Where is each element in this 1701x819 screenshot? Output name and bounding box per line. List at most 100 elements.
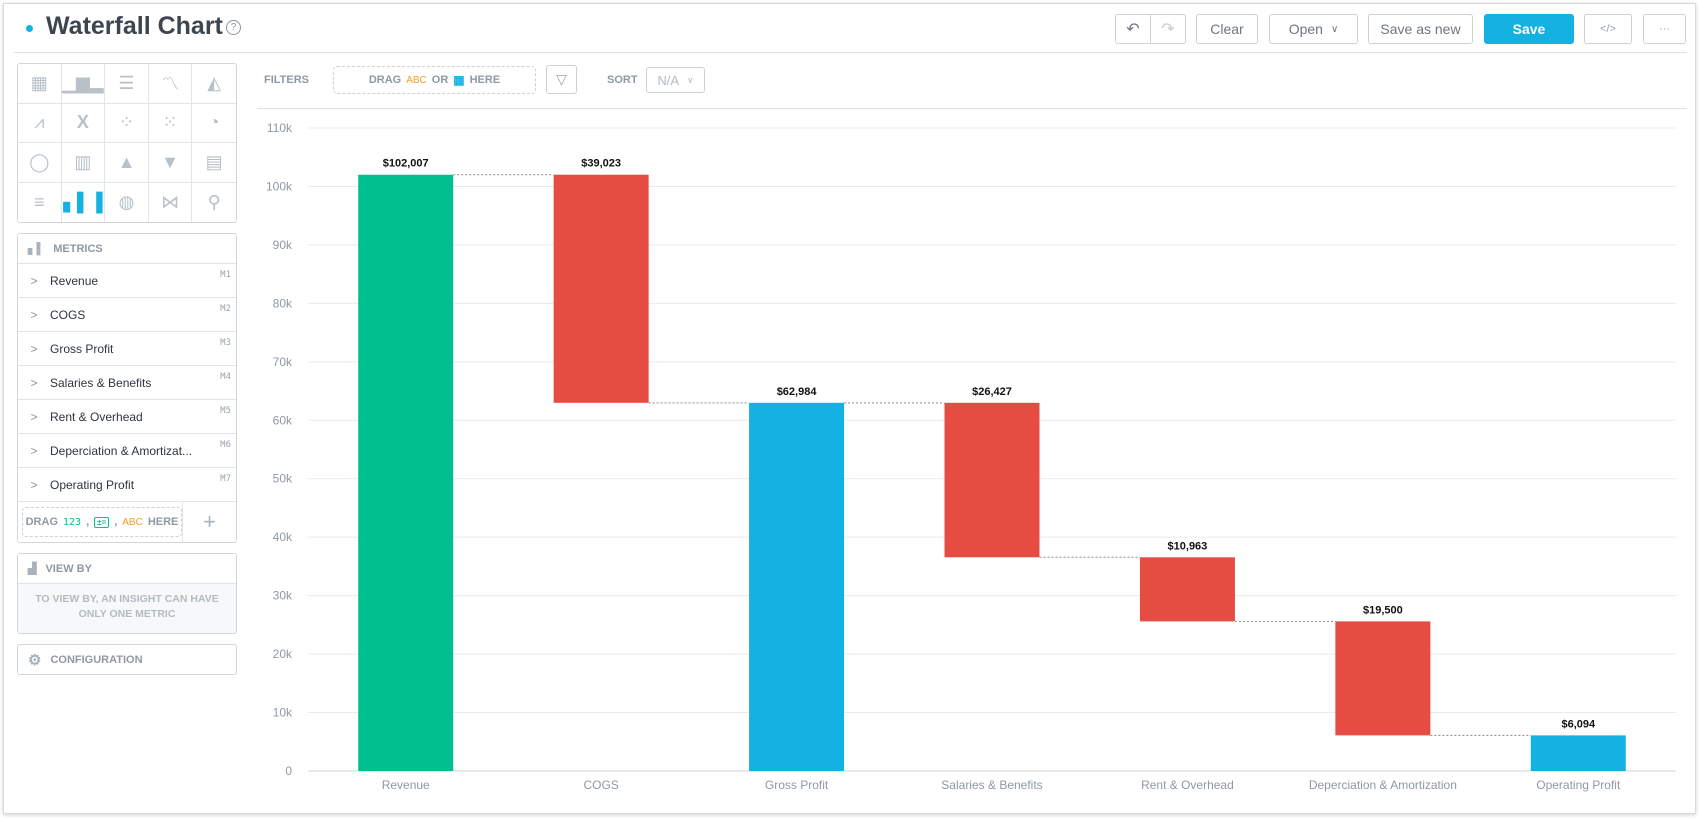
chevron-right-icon: > [30,443,38,458]
plus-icon: + [203,509,216,534]
pie-viz-icon[interactable]: ◔ [192,104,236,143]
funnel-viz-icon[interactable]: ▼ [148,143,193,183]
data-label: $26,427 [972,386,1012,398]
view-by-title: VIEW BY [45,562,92,575]
bar-viz-icon[interactable]: ☰ [105,64,149,104]
metric-tag: M5 [220,406,231,416]
metrics-icon: ▖▌ [28,243,45,255]
metric-item[interactable]: > Deperciation & Amortizat... M6 [18,434,236,468]
y-tick-label: 20k [273,647,293,661]
metric-item[interactable]: > Revenue M1 [18,264,236,298]
header-divider [14,52,1687,53]
embed-code-button[interactable]: </> [1584,14,1632,44]
treemap-viz-icon[interactable]: ▥ [61,143,106,183]
open-label: Open [1288,21,1323,37]
bubble-viz-icon[interactable]: ⁙ [148,103,193,143]
combo-viz-icon[interactable]: ⩘ [18,103,62,143]
chevron-down-icon: ∨ [1330,23,1339,35]
chevron-right-icon: > [30,273,38,288]
x-tick-label: COGS [583,778,618,792]
view-by-icon: ▟ [28,563,37,575]
configuration-header: ⚙ CONFIGURATION [18,645,236,674]
bar-revenue [358,174,454,771]
donut-viz-icon[interactable]: ◯ [18,143,62,183]
metric-item[interactable]: > Salaries & Benefits M4 [18,366,236,400]
open-button[interactable]: Open ∨ [1269,14,1358,44]
data-label: $19,500 [1363,604,1403,616]
sankey-viz-icon[interactable]: ⋈ [149,182,193,222]
view-by-panel: ▟ VIEW BY TO VIEW BY, AN INSIGHT CAN HAVE… [17,553,237,634]
metric-tag: M6 [220,440,231,450]
clear-button[interactable]: Clear [1196,14,1258,44]
geo-viz-icon[interactable]: ⚲ [207,191,221,212]
scatter-viz-icon[interactable]: ⁘ [105,103,149,143]
redo-icon: ↷ [1161,21,1175,38]
visualization-picker: ▦ ▁▆▂ ☰ 〽 ◭ ⩘ X ⁘ ⁙ ◔ ◯ ▥ ▲ ▼ ▤ ≡ ▖▌▐ ◍ … [17,63,237,223]
y-tick-label: 40k [273,530,293,544]
page-title: Waterfall Chart [46,12,223,40]
bullet-viz-icon[interactable]: ≡ [18,182,62,222]
configuration-panel[interactable]: ⚙ CONFIGURATION [17,644,237,675]
here-label: HERE [147,516,179,528]
metrics-drop-zone[interactable]: DRAG 123 , ±= , ABC HERE [22,507,182,537]
y-tick-label: 80k [273,296,293,310]
area-viz-icon[interactable]: ◭ [192,64,236,104]
heatmap-viz-icon[interactable]: ▤ [192,143,236,183]
data-label: $10,963 [1168,540,1208,552]
metric-tag: M4 [220,372,231,382]
y-tick-label: 50k [273,472,293,486]
sort-value: N/A [657,72,680,88]
add-metric-button[interactable]: + [182,502,236,542]
view-by-header: ▟ VIEW BY [18,554,236,584]
dependency-wheel-viz-icon[interactable]: ◍ [105,182,149,222]
chevron-down-icon: ∨ [687,74,694,85]
redo-button[interactable]: ↷ [1150,14,1186,44]
chevron-right-icon: > [30,375,38,390]
table-viz-icon[interactable]: ▦ [18,64,62,104]
line-viz-icon[interactable]: 〽 [148,64,193,104]
help-icon[interactable]: ? [226,20,241,35]
metric-item[interactable]: > Rent & Overhead M5 [18,400,236,434]
waterfall-viz-icon[interactable]: ▖▌▐ [62,182,106,222]
pyramid-viz-icon[interactable]: ▲ [105,143,149,183]
metric-item[interactable]: > Gross Profit M3 [18,332,236,366]
y-tick-label: 0 [285,764,292,778]
metrics-drop-row: DRAG 123 , ±= , ABC HERE + [18,502,236,542]
x-tick-label: Deperciation & Amortization [1309,778,1457,792]
filters-label: FILTERS [264,74,310,86]
metrics-panel: ▖▌ METRICS > Revenue M1 > COGS M2 > Gross Prof… [17,233,237,543]
save-as-new-button[interactable]: Save as new [1368,14,1473,44]
y-tick-label: 90k [273,238,293,252]
metrics-title: METRICS [53,242,103,255]
chevron-right-icon: > [30,307,38,322]
bar-salaries-benefits [944,402,1040,558]
headline-viz-icon[interactable]: X [61,103,106,143]
sort-label: SORT [607,74,638,86]
metric-label: Revenue [50,273,99,288]
configuration-title: CONFIGURATION [50,653,143,666]
y-tick-label: 110k [267,121,293,135]
x-tick-label: Operating Profit [1536,778,1621,792]
drag-label: DRAG [368,74,402,86]
metric-tag: M2 [220,304,231,314]
x-tick-label: Rent & Overhead [1141,778,1234,792]
more-button[interactable]: ··· [1643,14,1686,44]
metric-label: Deperciation & Amortizat... [50,443,193,458]
attribute-icon: ABC [122,516,143,528]
data-label: $62,984 [777,386,818,398]
sort-dropdown[interactable]: N/A ∨ [646,67,705,93]
undo-icon: ↶ [1126,21,1140,38]
filters-drop-zone[interactable]: DRAG ABC OR ▦ HERE [333,66,536,94]
metric-label: Gross Profit [50,341,114,356]
save-button[interactable]: Save [1484,14,1574,44]
filter-button[interactable]: ▽ [546,65,577,94]
y-tick-label: 30k [273,589,293,603]
attribute-icon: ABC [406,74,427,86]
metric-tag: M3 [220,338,231,348]
calendar-icon: ▦ [453,73,465,87]
metric-item[interactable]: > Operating Profit M7 [18,468,236,502]
metric-item[interactable]: > COGS M2 [18,298,236,332]
x-tick-label: Salaries & Benefits [941,778,1042,792]
metric-label: COGS [50,307,86,322]
column-viz-icon[interactable]: ▁▆▂ [61,64,106,104]
